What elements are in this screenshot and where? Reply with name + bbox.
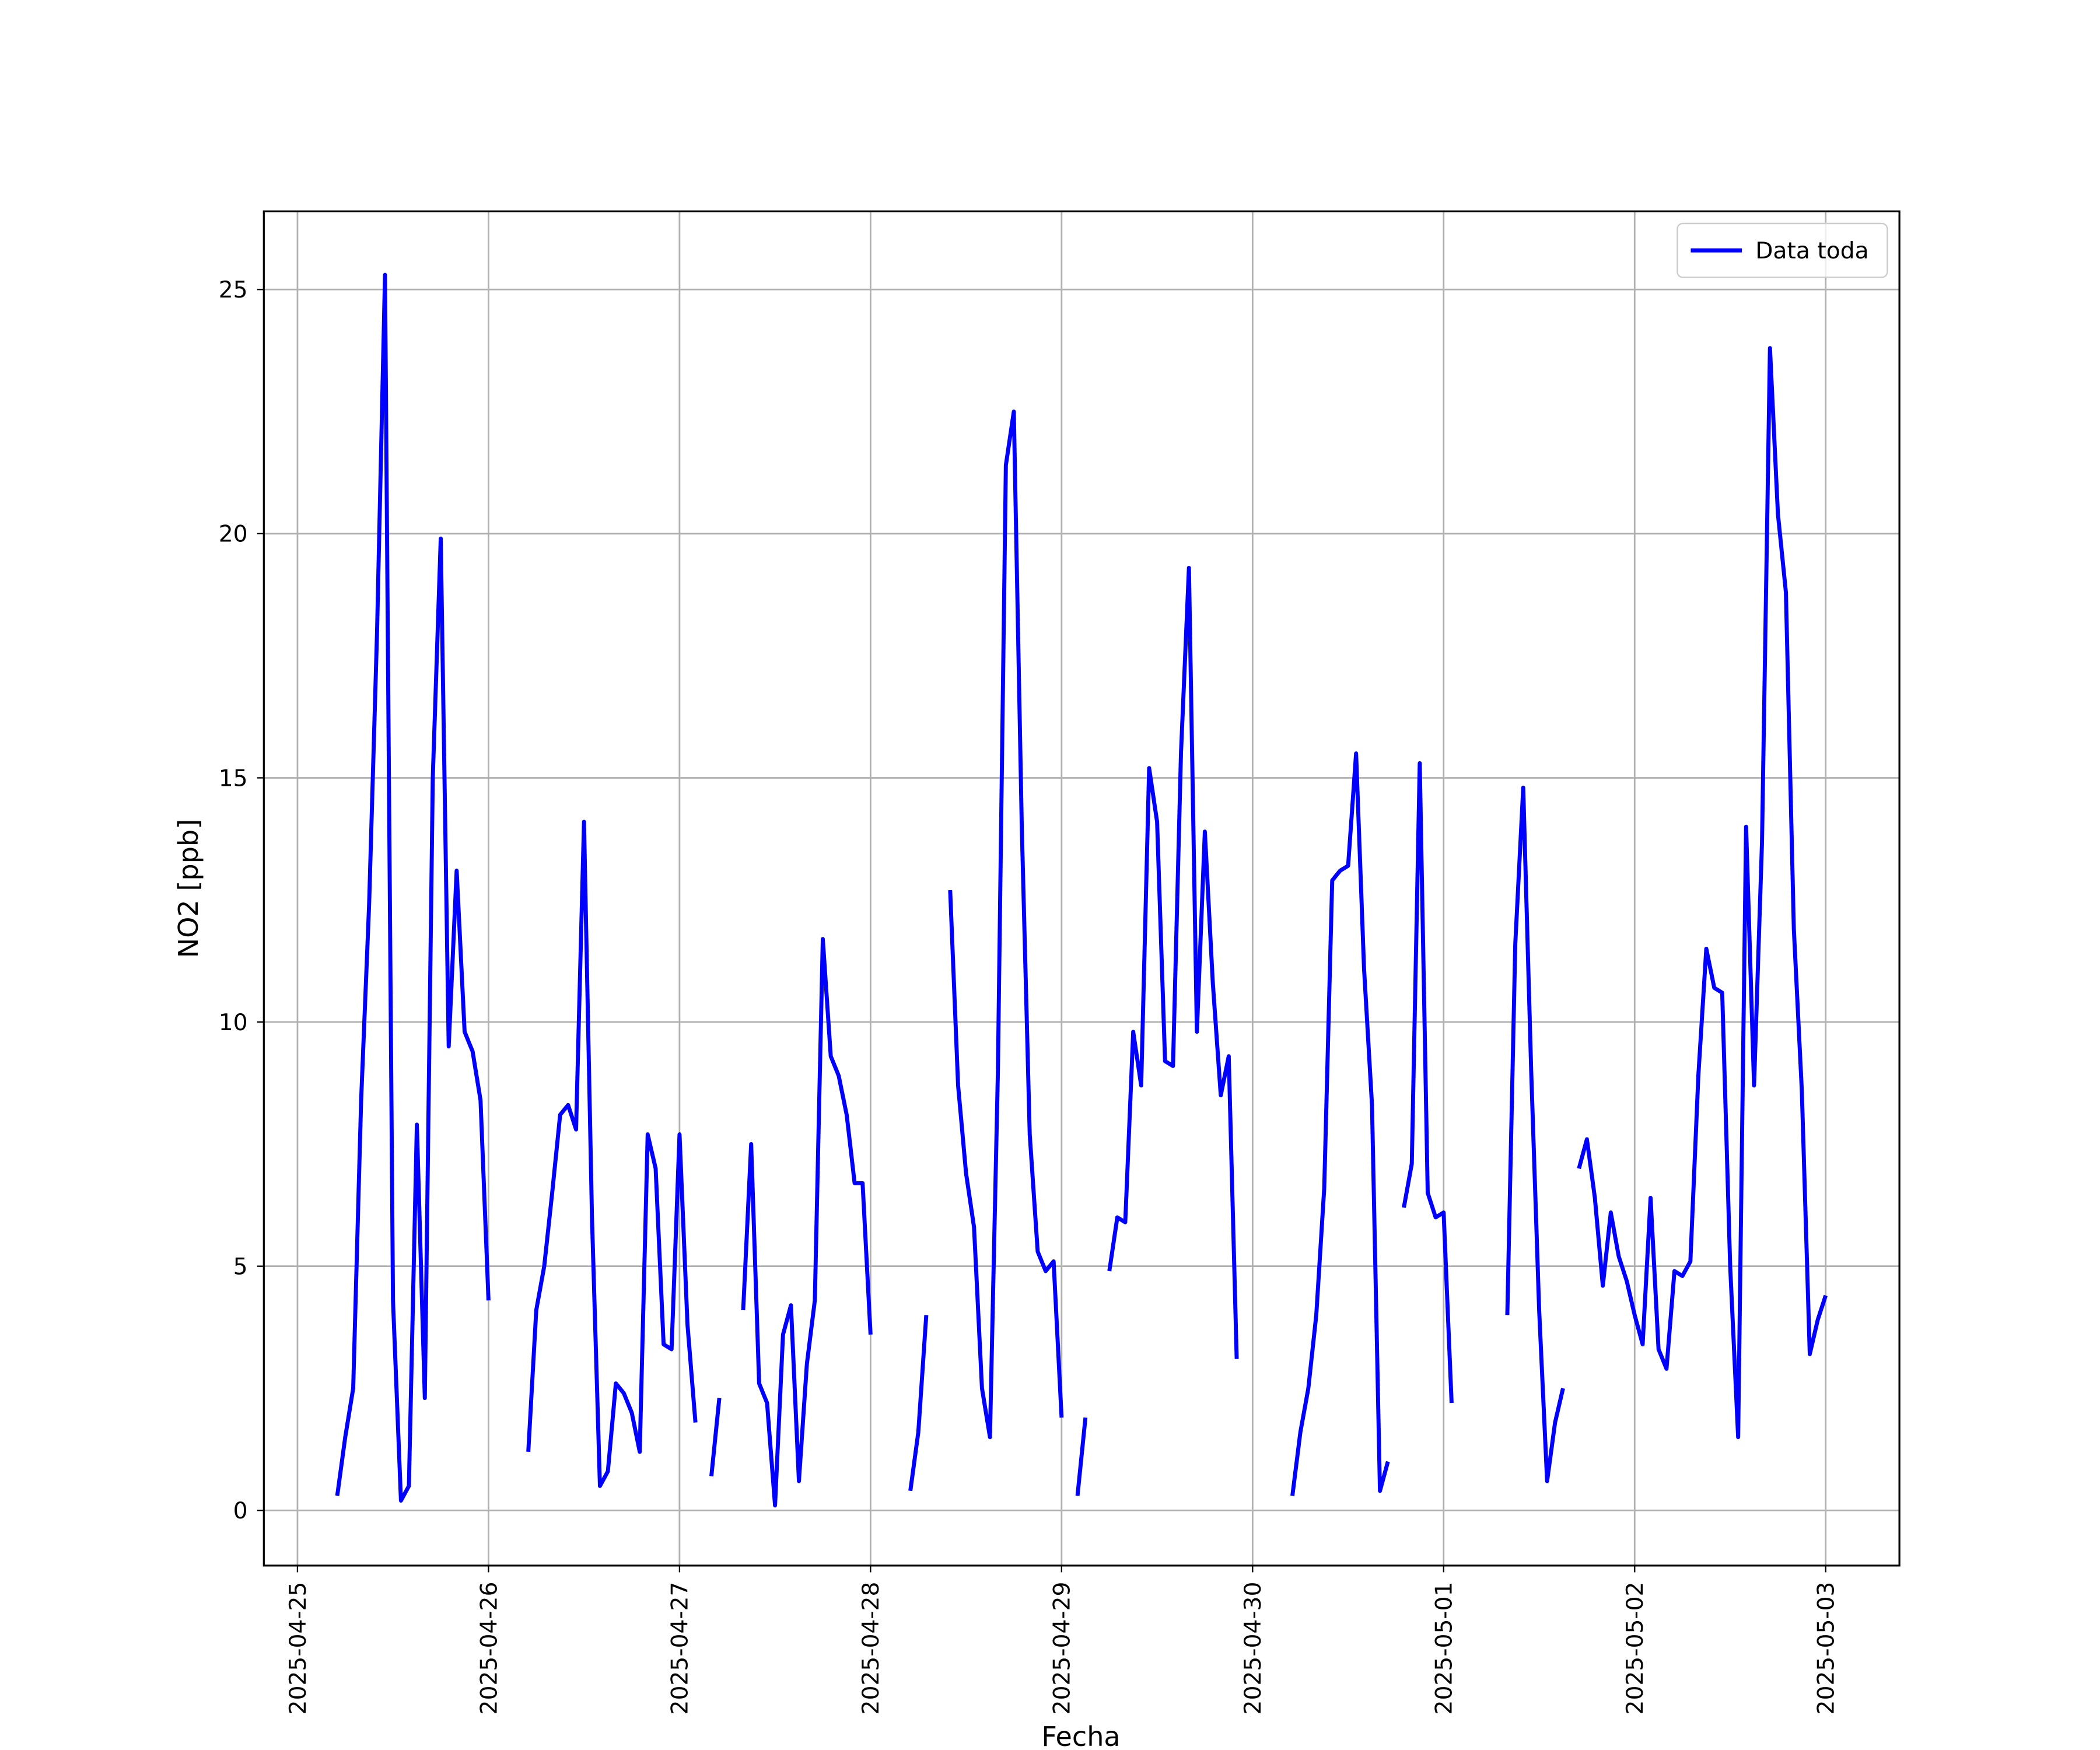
y-tick-label: 25 xyxy=(219,277,248,303)
x-tick-label: 2025-05-01 xyxy=(1432,1582,1458,1715)
plot-frame xyxy=(262,210,1901,1567)
x-tick-label: 2025-05-03 xyxy=(1814,1582,1840,1715)
legend-label: Data toda xyxy=(1755,238,1868,264)
x-tick-label: 2025-04-27 xyxy=(667,1582,694,1715)
x-tick-label: 2025-04-26 xyxy=(476,1582,502,1715)
legend-box xyxy=(1676,222,1888,278)
x-tick-label: 2025-04-30 xyxy=(1240,1582,1266,1715)
data-line xyxy=(335,272,1828,1508)
y-axis-label: NO2 [ppb] xyxy=(173,819,204,958)
x-tick-label: 2025-05-02 xyxy=(1622,1582,1648,1715)
x-tick-label: 2025-04-29 xyxy=(1049,1582,1076,1715)
x-tick-label: 2025-04-25 xyxy=(285,1582,312,1715)
y-tick-label: 15 xyxy=(219,765,248,792)
y-tick-label: 0 xyxy=(233,1498,248,1524)
x-axis-label: Fecha xyxy=(1041,1721,1120,1750)
y-tick-label: 5 xyxy=(233,1254,248,1280)
y-tick-label: 20 xyxy=(219,522,248,548)
x-tick-label: 2025-04-28 xyxy=(858,1582,884,1715)
y-tick-label: 10 xyxy=(219,1010,248,1036)
